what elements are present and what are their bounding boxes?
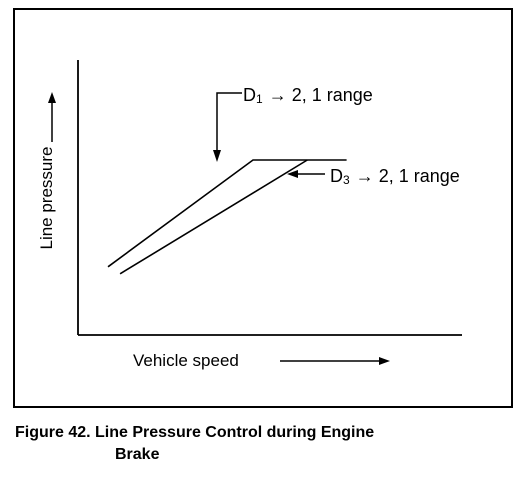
series-label-d3-rest: → 2, 1 range (356, 166, 460, 186)
figure-frame (13, 8, 513, 408)
leader-arrow-d1 (216, 92, 242, 152)
figure-caption: Figure 42. Line Pressure Control during … (15, 424, 375, 441)
chart: Line pressure Vehicle speed D1 → 2, 1 ran… (37, 60, 462, 370)
series-label-d1-rest: → 2, 1 range (269, 85, 373, 105)
series-label-d3-sub: 3 (343, 173, 350, 187)
series-label-d1-sub: 1 (256, 92, 263, 106)
y-axis-label: Line pressure (37, 146, 56, 249)
series-label-d3-main: D (330, 166, 343, 186)
series-label-d1: D1 → 2, 1 range (213, 85, 373, 162)
svg-text:D1→ 2, 1 range: D1 → 2, 1 range (243, 85, 373, 106)
series-label-d1-main: D (243, 85, 256, 105)
figure-caption-continued: Brake (115, 446, 160, 463)
y-axis-arrow (48, 92, 56, 142)
x-axis-label: Vehicle speed (133, 351, 239, 370)
series-line-d1 (107, 159, 347, 268)
series-line-d3 (119, 159, 308, 275)
series-label-d3: D3 → 2, 1 range (287, 166, 460, 187)
svg-text:D3→ 2, 1 range: D3 → 2, 1 range (330, 166, 460, 187)
x-axis-arrow (280, 357, 390, 365)
